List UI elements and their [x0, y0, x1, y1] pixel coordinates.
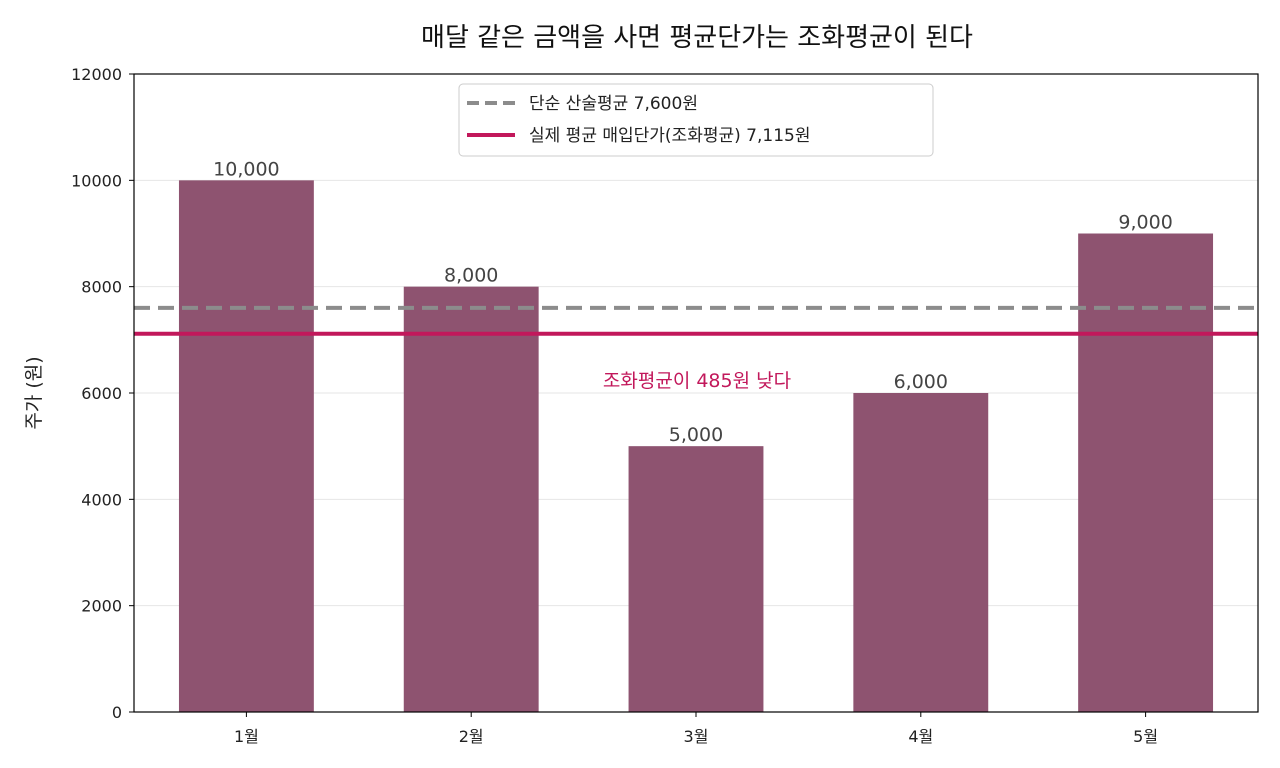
annotation-text: 조화평균이 485원 낮다	[603, 370, 791, 392]
bar	[178, 180, 314, 713]
value-labels: 10,000 8,000 5,000 6,000 9,000	[213, 158, 1173, 446]
y-tick-label: 2000	[81, 597, 122, 616]
x-tick-label: 5월	[1133, 727, 1158, 746]
y-tick-label: 10000	[71, 171, 122, 190]
bar	[628, 446, 764, 712]
bar-value-label: 9,000	[1118, 212, 1172, 234]
bar-value-label: 8,000	[444, 265, 498, 287]
reference-lines	[134, 305, 1258, 336]
bars	[178, 180, 1214, 713]
x-tick-label: 2월	[459, 727, 484, 746]
x-axis-ticks: 1월 2월 3월 4월 5월	[234, 712, 1158, 746]
y-tick-label: 6000	[81, 384, 122, 403]
y-axis-label: 주가 (원)	[23, 356, 45, 429]
x-tick-label: 1월	[234, 727, 259, 746]
y-axis-ticks: 0 2000 4000 6000 8000 10000 12000	[71, 65, 134, 722]
y-tick-label: 4000	[81, 490, 122, 509]
bar-value-label: 6,000	[894, 371, 948, 393]
y-tick-label: 8000	[81, 278, 122, 297]
chart-title: 매달 같은 금액을 사면 평균단가는 조화평균이 된다	[421, 23, 973, 53]
bar-value-label: 10,000	[213, 158, 279, 180]
legend-box	[458, 83, 934, 157]
bar	[853, 393, 989, 712]
legend-entry: 단순 산술평균 7,600원	[529, 94, 698, 114]
bar	[1078, 233, 1214, 712]
legend-entry: 실제 평균 매입단가(조화평균) 7,115원	[529, 126, 810, 146]
bar	[403, 286, 539, 712]
bar-value-label: 5,000	[669, 424, 723, 446]
y-tick-label: 0	[112, 703, 122, 722]
x-tick-label: 4월	[908, 727, 933, 746]
y-tick-label: 12000	[71, 65, 122, 84]
x-tick-label: 3월	[684, 727, 709, 746]
